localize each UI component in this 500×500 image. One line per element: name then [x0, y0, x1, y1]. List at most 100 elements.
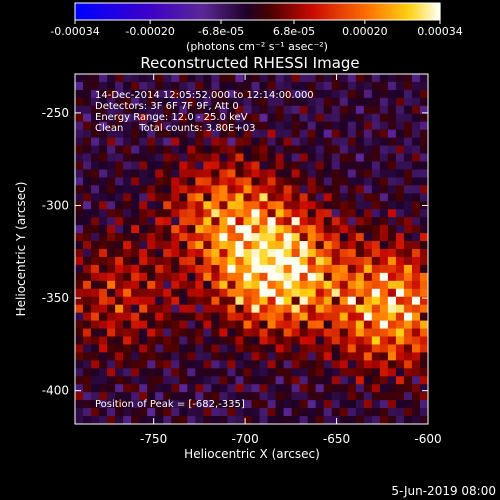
heatmap-cell — [235, 113, 244, 123]
heatmap-cell — [91, 81, 100, 91]
colorbar-tick-label: -0.00020 — [125, 25, 174, 38]
heatmap-cell — [219, 161, 228, 170]
colorbar-cell — [187, 3, 191, 20]
heatmap-cell — [395, 296, 405, 306]
heatmap-cell — [195, 352, 204, 361]
heatmap-cell — [259, 129, 268, 139]
heatmap-cell — [371, 153, 381, 162]
heatmap-cell — [347, 408, 357, 417]
heatmap-cell — [107, 121, 116, 131]
heatmap-cell — [299, 185, 309, 194]
heatmap-cell — [395, 400, 405, 409]
heatmap-cell — [99, 296, 108, 306]
heatmap-cell — [307, 129, 317, 139]
heatmap-cell — [259, 169, 268, 178]
heatmap-cell — [179, 376, 188, 385]
heatmap-cell — [195, 97, 204, 107]
heatmap-cell — [339, 185, 349, 194]
heatmap-cell — [259, 185, 268, 194]
heatmap-cell — [331, 97, 341, 107]
heatmap-cell — [315, 376, 325, 385]
heatmap-cell — [395, 408, 405, 417]
heatmap-cell — [155, 129, 164, 139]
heatmap-cell — [91, 392, 100, 401]
heatmap-cell — [379, 328, 389, 337]
heatmap-cell — [139, 241, 148, 250]
heatmap-cell — [83, 408, 92, 417]
heatmap-cell — [91, 376, 100, 385]
heatmap-cell — [411, 376, 421, 385]
heatmap-cell — [267, 328, 276, 337]
heatmap-cell — [203, 264, 212, 274]
heatmap-cell — [275, 256, 284, 266]
heatmap-cell — [379, 249, 389, 258]
heatmap-cell — [315, 89, 325, 99]
heatmap-cell — [155, 177, 164, 186]
colorbar-cell — [380, 3, 384, 20]
heatmap-cell — [219, 320, 228, 329]
colorbar-cell — [305, 3, 309, 20]
heatmap-cell — [323, 368, 333, 377]
heatmap-cell — [211, 344, 220, 353]
colorbar-cell — [427, 3, 431, 20]
heatmap-cell — [307, 201, 317, 210]
heatmap-cell — [163, 288, 172, 298]
heatmap-cell — [187, 177, 196, 186]
heatmap-cell — [259, 145, 268, 154]
heatmap-cell — [75, 336, 84, 345]
heatmap-cell — [307, 256, 317, 266]
heatmap-cell — [163, 328, 172, 337]
heatmap-cell — [219, 288, 228, 298]
heatmap-cell — [395, 233, 405, 242]
heatmap-cell — [275, 304, 284, 314]
heatmap-cell — [83, 360, 92, 369]
heatmap-cell — [147, 74, 156, 83]
heatmap-cell — [179, 185, 188, 194]
colorbar-cell — [372, 3, 376, 20]
heatmap-cell — [323, 105, 333, 115]
heatmap-cell — [315, 296, 325, 306]
heatmap-cell — [99, 185, 108, 194]
colorbar-cell — [437, 3, 441, 20]
heatmap-cell — [299, 296, 309, 306]
heatmap-cell — [243, 121, 252, 131]
heatmap-cell — [219, 89, 228, 99]
heatmap-cell — [91, 256, 100, 266]
heatmap-cell — [179, 392, 188, 401]
heatmap-cell — [347, 177, 357, 186]
heatmap-cell — [219, 344, 228, 353]
heatmap-cell — [211, 129, 220, 139]
heatmap-cell — [251, 272, 260, 282]
colorbar-cell — [430, 3, 434, 20]
heatmap-cell — [171, 137, 180, 146]
heatmap-cell — [315, 368, 325, 377]
heatmap-cell — [299, 225, 309, 234]
heatmap-cell — [251, 161, 260, 170]
heatmap-cell — [91, 74, 100, 83]
heatmap-cell — [91, 217, 100, 226]
heatmap-cell — [259, 137, 268, 146]
colorbar-cell — [365, 3, 369, 20]
heatmap-cell — [331, 137, 341, 146]
heatmap-cell — [395, 312, 405, 321]
heatmap-cell — [323, 217, 333, 226]
heatmap-cell — [371, 74, 381, 83]
heatmap-cell — [371, 368, 381, 377]
heatmap-cell — [251, 320, 260, 329]
heatmap-cell — [147, 360, 156, 369]
heatmap-cell — [227, 217, 236, 226]
heatmap-cell — [187, 74, 196, 83]
heatmap-cell — [363, 153, 373, 162]
heatmap-cell — [395, 217, 405, 226]
heatmap-cell — [379, 129, 389, 139]
heatmap-cell — [131, 304, 140, 314]
heatmap-cell — [147, 121, 156, 131]
heatmap-cell — [339, 201, 349, 210]
heatmap-cell — [195, 296, 204, 306]
heatmap-cell — [299, 376, 309, 385]
heatmap-cell — [91, 368, 100, 377]
heatmap-cell — [211, 400, 220, 409]
heatmap-cell — [107, 233, 116, 242]
heatmap-cell — [219, 264, 228, 274]
heatmap-cell — [171, 217, 180, 226]
